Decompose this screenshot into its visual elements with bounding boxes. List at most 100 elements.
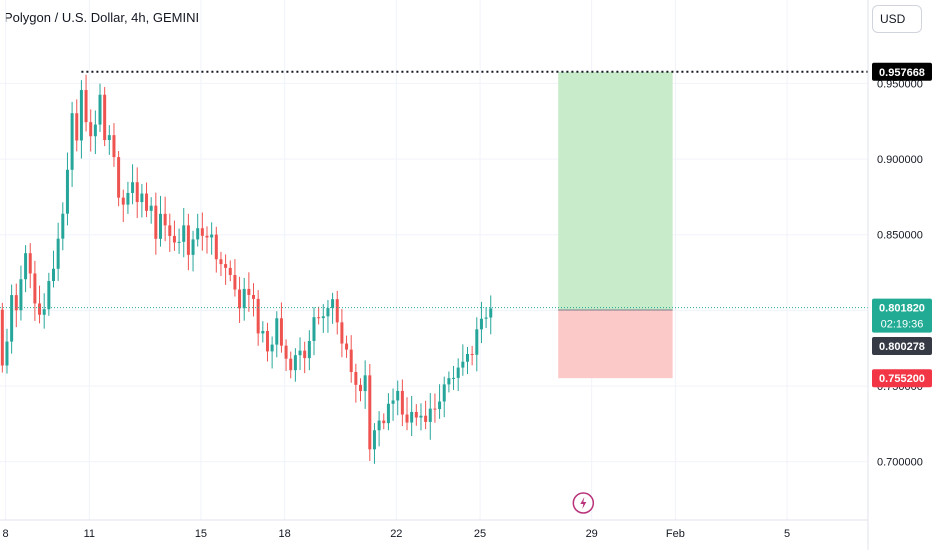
price-tag-label: 0.800278 bbox=[879, 341, 925, 353]
countdown-label: 02:19:36 bbox=[881, 319, 924, 331]
time-tick-label: 29 bbox=[586, 528, 598, 540]
candle-body bbox=[279, 318, 283, 346]
candle-body bbox=[70, 113, 74, 170]
candle-body bbox=[177, 241, 181, 243]
time-tick-label: 25 bbox=[474, 528, 486, 540]
candle-body bbox=[38, 303, 42, 315]
time-tick-label: 18 bbox=[279, 528, 291, 540]
price-tag-last-price bbox=[872, 298, 932, 333]
candle-body bbox=[214, 234, 218, 260]
candle-body bbox=[424, 415, 428, 422]
candle-body bbox=[447, 378, 451, 385]
candle-body bbox=[154, 205, 158, 239]
candle-body bbox=[465, 353, 469, 362]
candle-body bbox=[312, 317, 316, 341]
candle-body bbox=[386, 403, 390, 424]
candle-body bbox=[470, 353, 474, 355]
candle-body bbox=[461, 361, 465, 368]
candle-body bbox=[158, 213, 162, 239]
candle-body bbox=[275, 318, 279, 345]
candle-body bbox=[219, 259, 223, 265]
candle-body bbox=[117, 157, 121, 198]
price-tags: 0.957668 0.801820 02:19:36 0.800278 0.755200 bbox=[872, 62, 932, 388]
candle-body bbox=[391, 400, 395, 404]
candle-body bbox=[79, 90, 83, 141]
candle-body bbox=[242, 288, 246, 309]
candle-body bbox=[428, 408, 432, 422]
profit-zone bbox=[558, 71, 673, 310]
time-tick-label: Feb bbox=[666, 528, 685, 540]
time-tick-label: 15 bbox=[195, 528, 207, 540]
candle-body bbox=[10, 295, 14, 342]
price-lines bbox=[0, 70, 868, 309]
candle-body bbox=[145, 193, 149, 211]
candle-body bbox=[61, 213, 65, 239]
price-tick-label: 0.700000 bbox=[877, 457, 923, 469]
candle-body bbox=[107, 135, 111, 140]
long-position-tool[interactable] bbox=[558, 71, 673, 379]
candle-body bbox=[484, 317, 488, 319]
candle-body bbox=[321, 316, 325, 319]
candle-body bbox=[479, 318, 483, 330]
time-axis[interactable]: 8 11 15 18 22 25 29 Feb 5 bbox=[0, 519, 868, 540]
candle-body bbox=[149, 205, 153, 211]
candle-body bbox=[238, 289, 242, 309]
candle-body bbox=[65, 169, 69, 214]
candle-body bbox=[307, 340, 311, 359]
currency-button[interactable]: USD bbox=[872, 5, 922, 33]
candle-body bbox=[293, 355, 297, 371]
candle-body bbox=[382, 420, 386, 424]
candle-body bbox=[19, 279, 23, 311]
lightning-bolt-glyph bbox=[580, 497, 587, 509]
price-tick-label: 0.850000 bbox=[877, 230, 923, 242]
candle-body bbox=[265, 330, 269, 352]
candle-body bbox=[140, 193, 144, 203]
candle-body bbox=[186, 225, 190, 255]
candle-body bbox=[126, 192, 130, 205]
candle-body bbox=[163, 213, 167, 226]
candle-body bbox=[224, 264, 228, 268]
candle-body bbox=[0, 309, 4, 366]
lightning-bolt-icon[interactable] bbox=[572, 492, 595, 514]
time-tick-label: 5 bbox=[784, 528, 790, 540]
candle-body bbox=[372, 430, 376, 450]
candle-body bbox=[121, 197, 125, 205]
candle-body bbox=[89, 122, 93, 137]
candle-body bbox=[210, 234, 214, 238]
candle-body bbox=[103, 94, 107, 140]
candle-body bbox=[252, 294, 256, 299]
candle-body bbox=[414, 411, 418, 418]
candle-body bbox=[489, 308, 493, 318]
candle-body bbox=[335, 299, 339, 323]
candle-body bbox=[377, 420, 381, 431]
candle-body bbox=[33, 273, 37, 304]
candle-body bbox=[233, 274, 237, 290]
candle-body bbox=[433, 408, 437, 410]
candle-body bbox=[303, 350, 307, 359]
candle-body bbox=[475, 329, 479, 355]
candle-body bbox=[200, 228, 204, 236]
candle-body bbox=[182, 225, 186, 242]
candle-body bbox=[359, 384, 363, 392]
price-axis[interactable]: 0.9500000.9000000.8500000.8000000.750000… bbox=[867, 0, 923, 550]
candle-body bbox=[135, 182, 139, 203]
chart-title: Polygon / U.S. Dollar, 4h, GEMINI bbox=[4, 10, 200, 25]
candle-body bbox=[14, 295, 18, 311]
candle-body bbox=[191, 239, 195, 255]
candle-body bbox=[400, 390, 404, 415]
candle-body bbox=[289, 358, 293, 371]
grid-lines bbox=[0, 0, 868, 520]
candle-body bbox=[75, 113, 79, 141]
candle-body bbox=[284, 345, 288, 359]
candle-body bbox=[56, 238, 60, 269]
price-tick-label: 0.900000 bbox=[877, 154, 923, 166]
candle-body bbox=[349, 349, 353, 372]
time-tick-label: 11 bbox=[84, 528, 95, 540]
candle-body bbox=[168, 225, 172, 236]
candle-body bbox=[98, 94, 102, 125]
candle-series bbox=[0, 74, 493, 464]
candle-body bbox=[131, 182, 135, 193]
candle-body bbox=[112, 135, 116, 158]
candle-body bbox=[24, 253, 28, 280]
